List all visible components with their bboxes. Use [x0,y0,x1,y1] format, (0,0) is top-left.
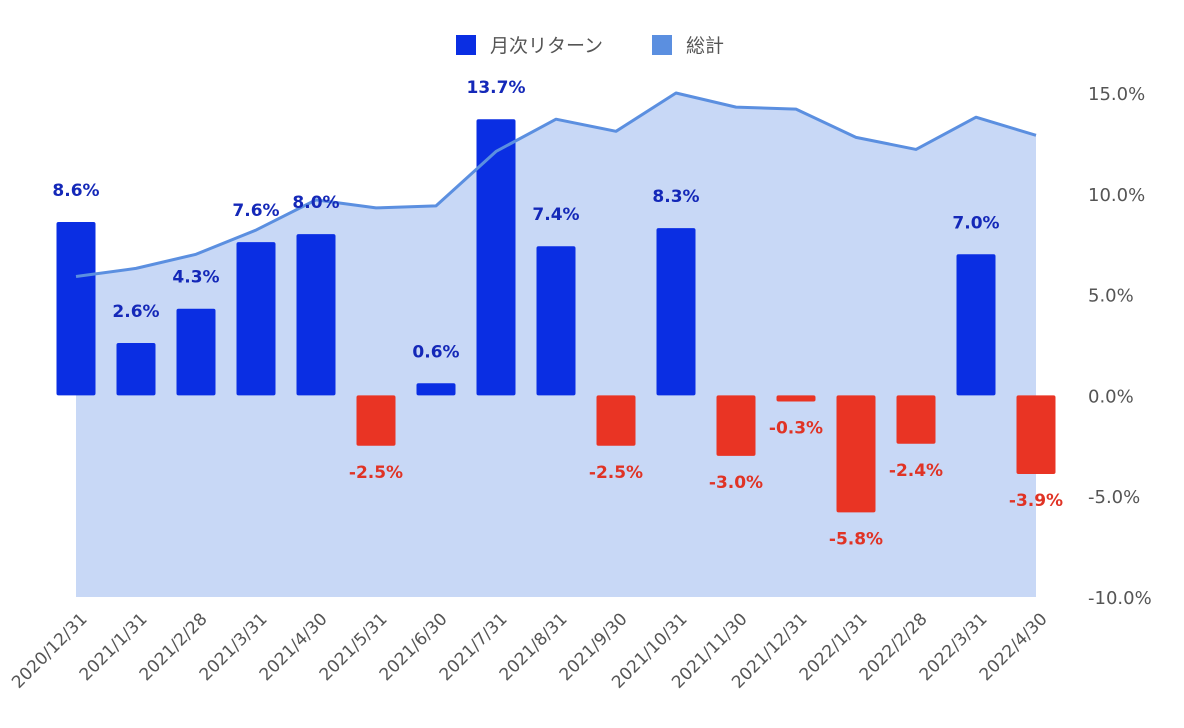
legend-label-total: 総計 [686,35,724,57]
y-tick-label: -10.0% [1088,588,1152,609]
bar-4 [236,242,276,396]
bar-6 [356,395,396,446]
bar-2 [116,342,156,396]
x-axis-ticks: 2020/12/312021/1/312021/2/282021/3/31202… [8,609,1051,692]
legend-swatch-monthly [456,35,476,55]
data-label-9: 7.4% [532,205,579,225]
y-tick-label: 5.0% [1088,286,1134,307]
bar-1 [56,222,96,396]
bar-8 [476,119,516,396]
y-tick-label: -5.0% [1088,487,1140,508]
x-tick-label: 2020/12/31 [8,609,91,692]
data-label-1: 8.6% [52,181,99,201]
data-label-2: 2.6% [112,302,159,322]
bar-7 [416,383,456,396]
bar-5 [296,234,336,396]
data-label-3: 4.3% [172,268,219,288]
bar-15 [896,395,936,444]
data-label-10: -2.5% [589,463,643,483]
data-label-17: -3.9% [1009,491,1063,511]
data-label-14: -5.8% [829,529,883,549]
data-label-16: 7.0% [952,213,999,233]
bar-14 [836,395,876,513]
data-label-5: 8.0% [292,193,339,213]
y-tick-label: 15.0% [1088,84,1145,105]
legend-label-monthly: 月次リターン [490,35,603,57]
y-axis-ticks: 15.0% 10.0% 5.0% 0.0% -5.0% -10.0% [1088,84,1152,609]
bar-12 [716,395,756,456]
bar-3 [176,308,216,396]
total-line [75,91,1037,278]
data-label-7: 0.6% [412,342,459,362]
bar-11 [656,228,696,396]
y-tick-label: 10.0% [1088,185,1145,206]
data-label-8: 13.7% [467,78,526,98]
bar-layer [56,119,1056,513]
bar-16 [956,254,996,396]
bar-17 [1016,395,1056,475]
data-label-13: -0.3% [769,418,823,438]
data-label-6: -2.5% [349,463,403,483]
total-line-layer [75,91,1037,278]
legend: 月次リターン 総計 [456,35,724,57]
data-label-4: 7.6% [232,201,279,221]
legend-swatch-total [652,35,672,55]
bar-13 [776,395,816,402]
y-tick-label: 0.0% [1088,386,1134,407]
data-label-12: -3.0% [709,473,763,493]
bar-9 [536,246,576,396]
data-label-layer: 8.6% 2.6% 4.3% 7.6% 8.0% -2.5% 0.6% 13.7% 7.4% -2… [52,78,1063,549]
bar-10 [596,395,636,446]
data-label-11: 8.3% [652,187,699,207]
data-label-15: -2.4% [889,461,943,481]
